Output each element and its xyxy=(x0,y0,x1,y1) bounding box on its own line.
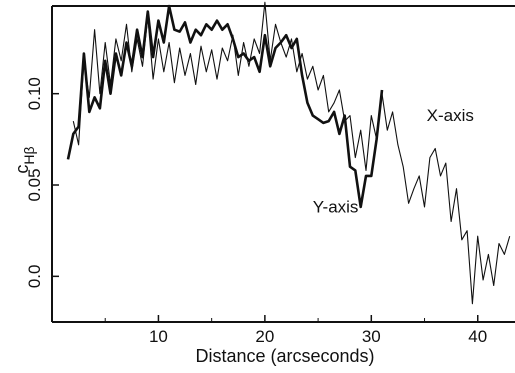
y-tick-label-group: 0.0 xyxy=(25,265,44,289)
x-tick-label: 20 xyxy=(255,327,274,346)
y-axis-title-main: c xyxy=(12,165,32,174)
series-label-x-axis: X-axis xyxy=(427,106,474,125)
x-tick-label: 30 xyxy=(362,327,381,346)
y-tick-label-group: 0.05 xyxy=(25,168,44,201)
y-axis-title-sub: Hβ xyxy=(21,146,37,164)
x-tick-label: 40 xyxy=(468,327,487,346)
y-tick-label: 0.0 xyxy=(25,265,44,289)
x-axis-title: Distance (arcseconds) xyxy=(195,346,374,366)
y-tick-label: 0.05 xyxy=(25,168,44,201)
series-line-y-axis xyxy=(66,4,384,209)
y-axis-title: cHβ xyxy=(12,146,37,173)
axes: 10 20 30 40 0.0 0.05 0.10 xyxy=(25,5,515,346)
label-layer: X-axis Y-axis xyxy=(313,106,474,216)
series-layer xyxy=(66,1,511,305)
x-tick-label: 10 xyxy=(149,327,168,346)
y-tick-label: 0.10 xyxy=(25,77,44,110)
series-label-y-axis: Y-axis xyxy=(313,197,359,216)
y-tick-label-group: 0.10 xyxy=(25,77,44,110)
y-axis-title-group: cHβ xyxy=(12,146,37,173)
